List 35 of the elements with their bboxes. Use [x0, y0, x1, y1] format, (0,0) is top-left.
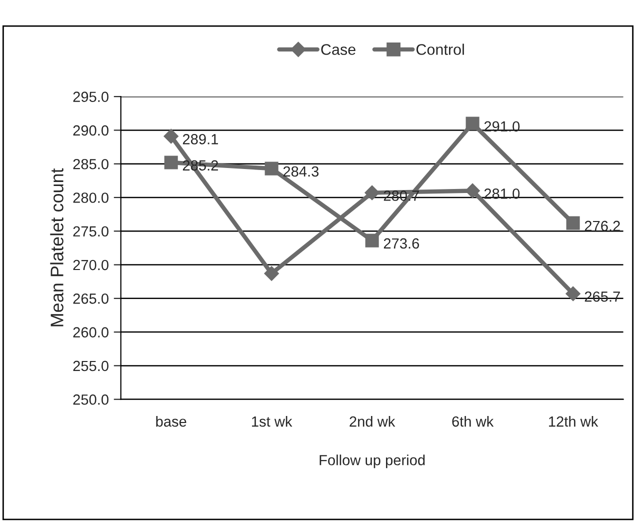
- x-tick-label: 12th wk: [549, 416, 598, 427]
- point: [164, 128, 178, 144]
- y-tick-label: 275.0: [73, 226, 108, 237]
- point: [164, 156, 178, 170]
- y-tick-label: 250.0: [73, 394, 108, 405]
- point: [466, 116, 480, 130]
- y-tick-label: 285.0: [73, 158, 108, 170]
- data-label: 289.1: [182, 134, 218, 144]
- x-tick-label: 1st wk: [252, 416, 292, 427]
- y-tick-label: 260.0: [73, 327, 108, 338]
- point: [364, 185, 380, 200]
- point: [566, 216, 580, 230]
- y-tick-label: 280.0: [73, 192, 108, 203]
- y-tick-label: 295.0: [73, 92, 108, 102]
- point: [264, 162, 278, 176]
- x-tick-label: 6th wk: [452, 416, 494, 427]
- x-tick-label: base: [156, 416, 186, 427]
- point: [264, 266, 279, 281]
- data-label: 281.0: [484, 188, 520, 199]
- legend-label: Case: [321, 44, 356, 55]
- data-label: 273.6: [384, 238, 420, 249]
- y-tick-label: 290.0: [73, 125, 108, 136]
- y-tick-label: 255.0: [73, 360, 108, 372]
- x-axis-title: Follow up period: [320, 454, 425, 468]
- point: [465, 183, 480, 198]
- data-label: 284.3: [283, 166, 319, 177]
- data-label: 276.2: [584, 220, 620, 232]
- point: [365, 234, 379, 248]
- y-tick-label: 270.0: [73, 260, 108, 270]
- legend-label: Control: [416, 44, 464, 55]
- y-axis-title: Mean Platelet count: [50, 168, 64, 326]
- point: [566, 286, 580, 302]
- x-tick-label: 2nd wk: [350, 416, 396, 427]
- data-label: 291.0: [484, 121, 520, 132]
- y-tick-label: 265.0: [73, 294, 108, 304]
